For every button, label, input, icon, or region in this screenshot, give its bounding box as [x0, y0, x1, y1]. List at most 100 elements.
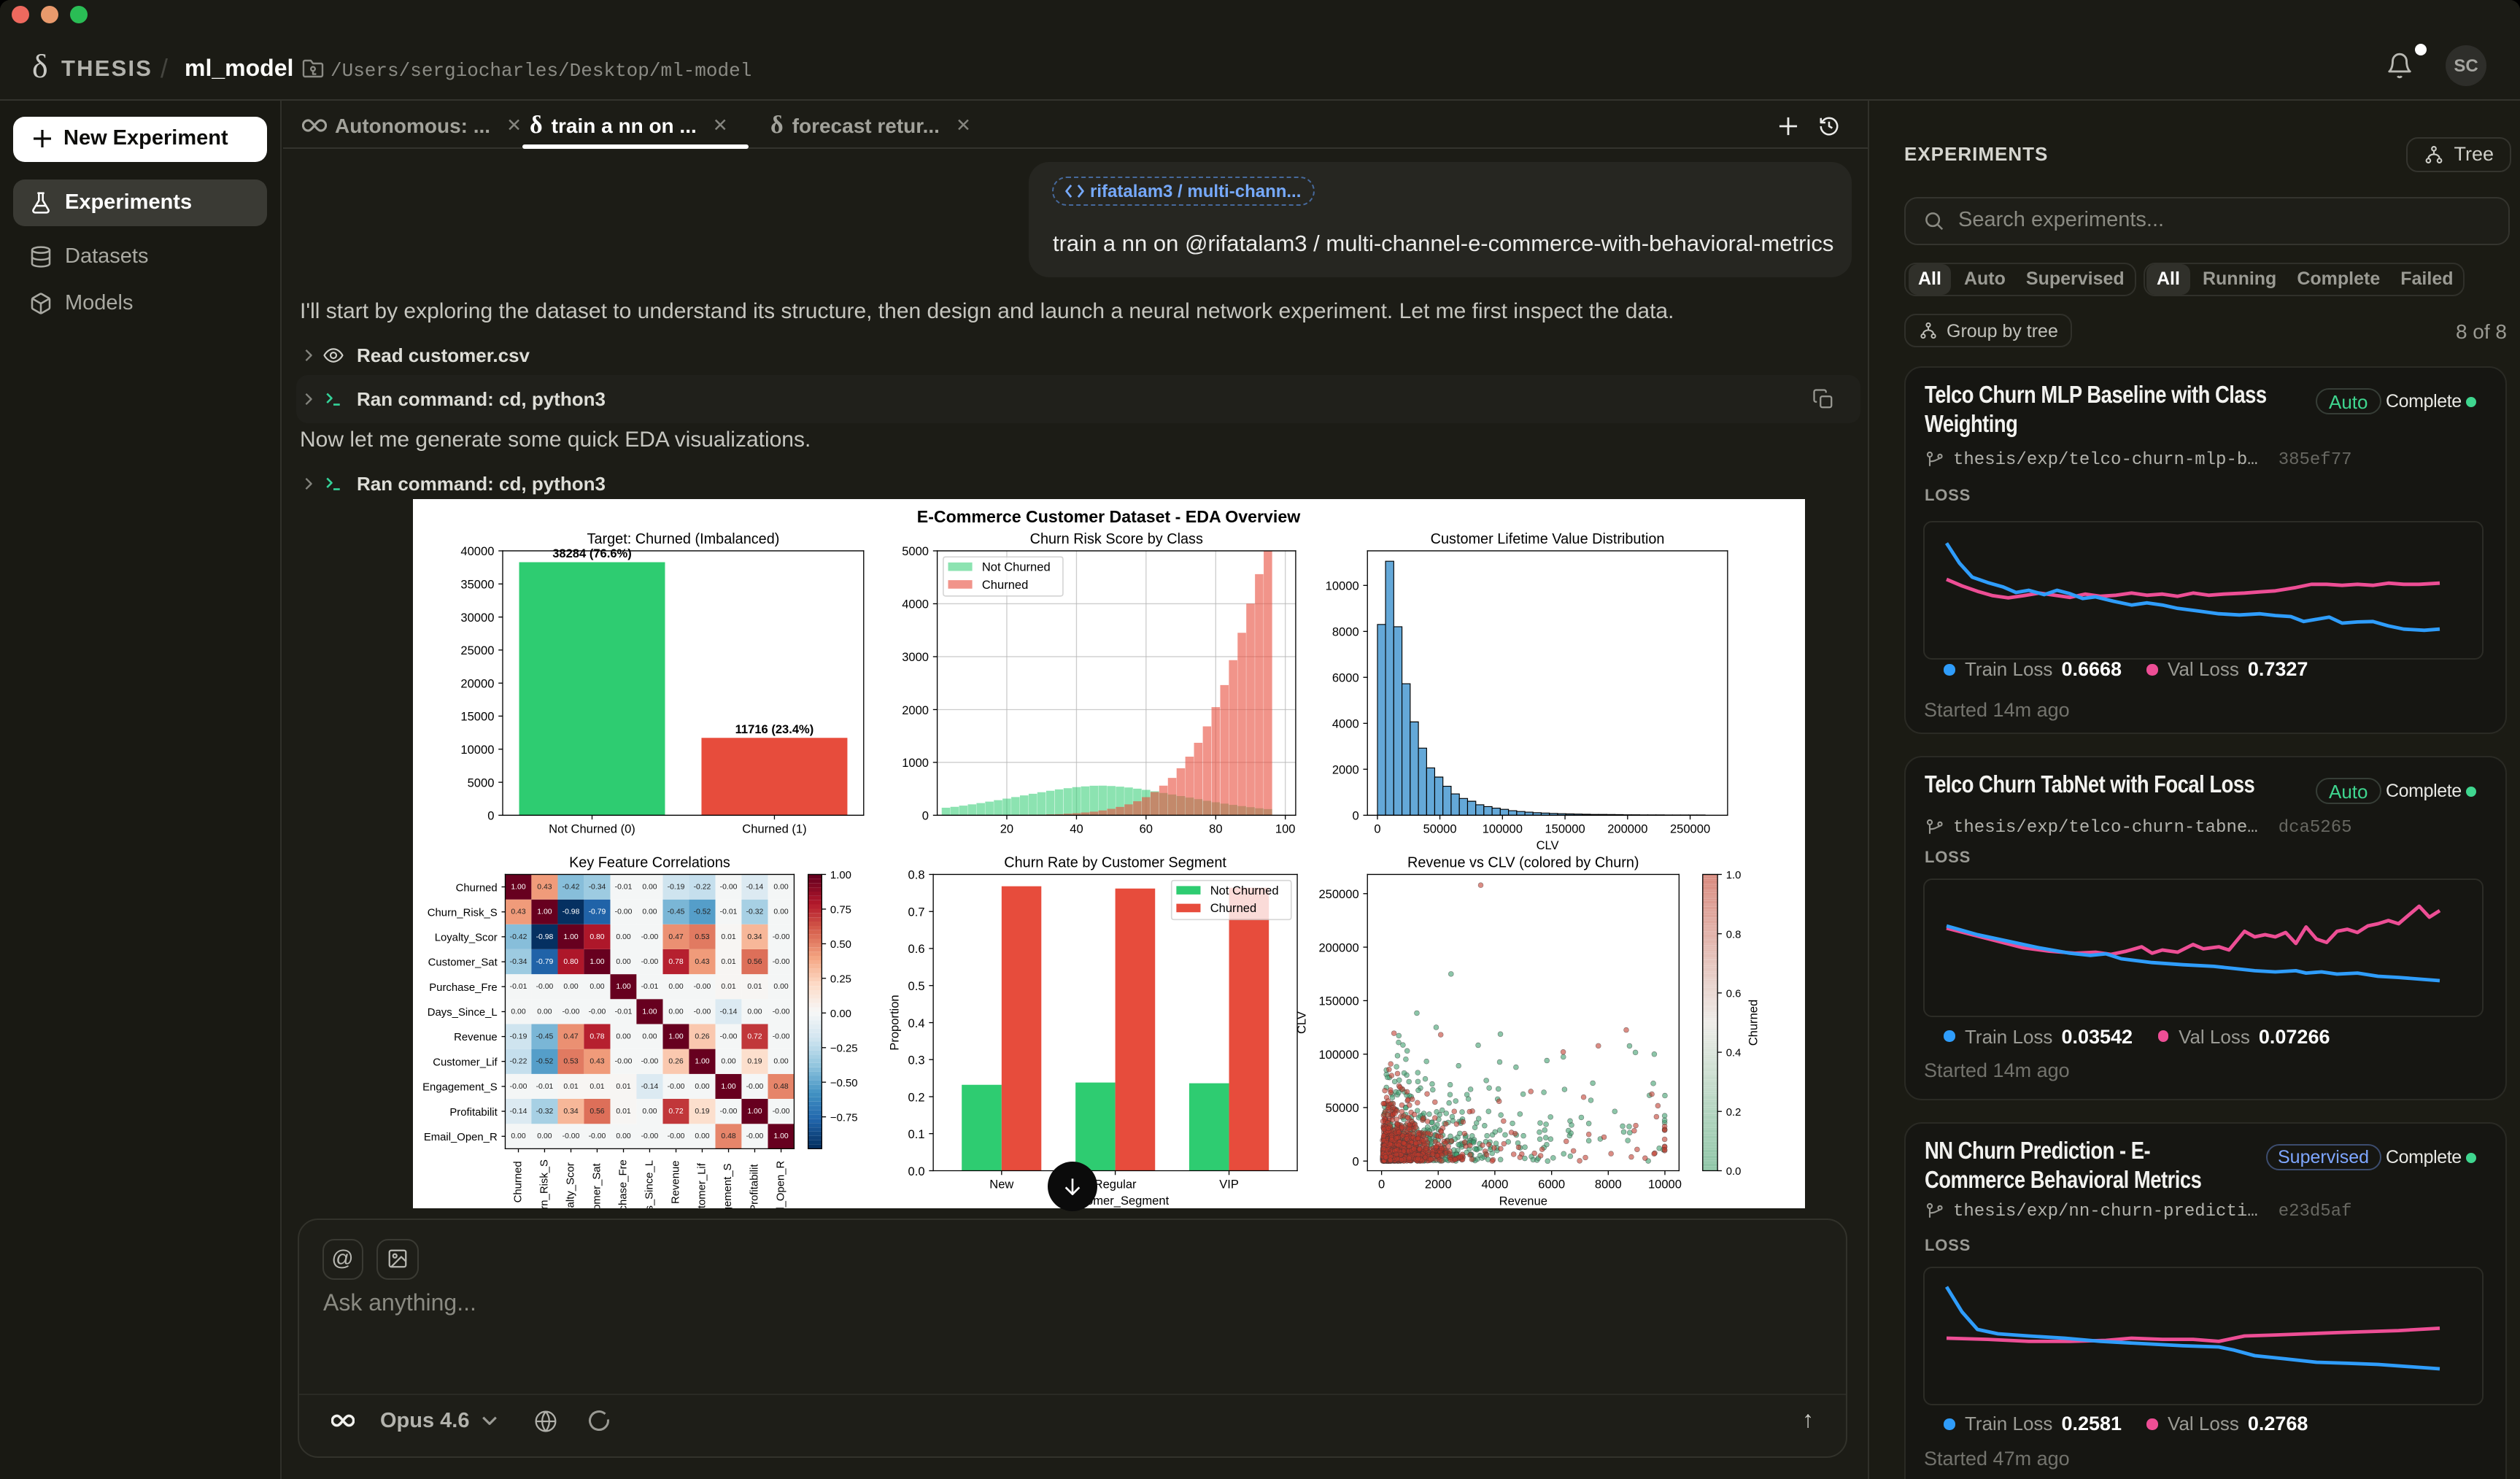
svg-text:8000: 8000 [1332, 625, 1359, 639]
svg-text:50000: 50000 [1326, 1101, 1359, 1115]
svg-text:Email_Open_R: Email_Open_R [775, 1160, 786, 1208]
svg-text:40: 40 [1070, 822, 1083, 835]
svg-text:200000: 200000 [1607, 822, 1647, 835]
svg-text:CLV: CLV [1537, 838, 1559, 852]
svg-text:0.48: 0.48 [773, 1083, 788, 1091]
svg-text:-0.14: -0.14 [746, 883, 764, 891]
svg-text:Not Churned: Not Churned [982, 560, 1051, 574]
svg-text:Regular: Regular [1094, 1178, 1137, 1192]
svg-text:1.00: 1.00 [695, 1058, 709, 1066]
svg-text:6000: 6000 [1332, 671, 1359, 685]
svg-text:0.80: 0.80 [563, 958, 578, 966]
svg-text:-0.01: -0.01 [536, 1083, 554, 1091]
svg-text:-0.01: -0.01 [641, 983, 659, 991]
svg-text:-0.42: -0.42 [510, 933, 527, 941]
svg-text:-0.14: -0.14 [510, 1108, 527, 1116]
svg-text:100000: 100000 [1483, 822, 1523, 835]
svg-text:0.4: 0.4 [1726, 1048, 1742, 1059]
svg-text:0.00: 0.00 [642, 1032, 657, 1040]
svg-text:4000: 4000 [902, 598, 929, 611]
svg-text:0.78: 0.78 [668, 958, 683, 966]
svg-text:25000: 25000 [460, 644, 494, 657]
svg-text:-0.00: -0.00 [668, 1132, 685, 1140]
svg-text:0.01: 0.01 [616, 1108, 630, 1116]
svg-text:-0.00: -0.00 [746, 1083, 764, 1091]
svg-text:Target: Churned (Imbalanced): Target: Churned (Imbalanced) [587, 531, 780, 547]
svg-text:38284 (76.6%): 38284 (76.6%) [552, 547, 632, 560]
svg-text:Churned: Churned [512, 1161, 524, 1202]
svg-text:0: 0 [487, 809, 494, 823]
svg-text:Purchase_Fre: Purchase_Fre [429, 982, 497, 994]
svg-text:0.00: 0.00 [642, 1108, 657, 1116]
svg-text:−0.50: −0.50 [830, 1078, 858, 1089]
svg-text:-0.98: -0.98 [536, 933, 554, 941]
svg-text:0.00: 0.00 [511, 1132, 525, 1140]
svg-text:-0.79: -0.79 [536, 958, 554, 966]
svg-text:1.00: 1.00 [511, 883, 525, 891]
svg-text:−0.25: −0.25 [830, 1043, 858, 1054]
svg-text:0.00: 0.00 [616, 1032, 630, 1040]
svg-text:0: 0 [1352, 809, 1358, 823]
svg-text:0.01: 0.01 [616, 1083, 630, 1091]
svg-text:0.43: 0.43 [511, 908, 525, 916]
svg-text:-0.01: -0.01 [720, 908, 738, 916]
svg-text:0.34: 0.34 [747, 933, 762, 941]
svg-text:-0.00: -0.00 [563, 1132, 580, 1140]
svg-text:Churned: Churned [1210, 901, 1256, 915]
svg-text:Loyalty_Scor: Loyalty_Scor [565, 1162, 576, 1208]
svg-text:10000: 10000 [1326, 579, 1359, 593]
svg-text:0.00: 0.00 [642, 908, 657, 916]
svg-text:Customer_Sat: Customer_Sat [591, 1162, 603, 1208]
svg-text:8000: 8000 [1595, 1178, 1622, 1192]
svg-text:-0.00: -0.00 [589, 1008, 606, 1016]
svg-text:-0.00: -0.00 [773, 1032, 790, 1040]
svg-text:200000: 200000 [1318, 941, 1358, 954]
svg-text:Churn Risk Score by Class: Churn Risk Score by Class [1030, 531, 1203, 547]
svg-text:0.00: 0.00 [537, 1008, 552, 1016]
svg-text:-0.00: -0.00 [668, 1083, 685, 1091]
svg-text:-0.98: -0.98 [563, 908, 580, 916]
svg-text:0.00: 0.00 [747, 1008, 762, 1016]
svg-text:20: 20 [1000, 822, 1013, 835]
svg-text:10000: 10000 [1648, 1178, 1682, 1192]
svg-text:0.43: 0.43 [590, 1058, 604, 1066]
svg-text:-0.19: -0.19 [668, 883, 685, 891]
svg-text:-0.00: -0.00 [720, 883, 738, 891]
svg-text:Churn_Risk_S: Churn_Risk_S [428, 907, 498, 919]
svg-text:0.00: 0.00 [695, 1083, 709, 1091]
svg-text:-0.00: -0.00 [720, 1032, 738, 1040]
svg-text:-0.00: -0.00 [694, 1008, 711, 1016]
svg-text:0.50: 0.50 [830, 939, 851, 951]
svg-text:Engagement_S: Engagement_S [422, 1081, 498, 1093]
svg-text:Key Feature Correlations: Key Feature Correlations [569, 855, 730, 871]
svg-text:Customer_Lif: Customer_Lif [696, 1162, 708, 1208]
svg-text:50000: 50000 [1423, 822, 1457, 835]
svg-text:0.00: 0.00 [773, 908, 788, 916]
svg-text:-0.32: -0.32 [536, 1108, 554, 1116]
svg-text:Engagement_S: Engagement_S [722, 1163, 734, 1208]
svg-text:1.00: 1.00 [830, 870, 851, 881]
svg-text:0.43: 0.43 [537, 883, 552, 891]
svg-text:Loyalty_Scor: Loyalty_Scor [435, 932, 498, 943]
svg-text:0.2: 0.2 [908, 1090, 925, 1104]
svg-text:0.01: 0.01 [590, 1083, 604, 1091]
svg-text:-0.00: -0.00 [641, 933, 659, 941]
svg-text:60: 60 [1140, 822, 1153, 835]
svg-text:-0.00: -0.00 [773, 958, 790, 966]
svg-text:-0.00: -0.00 [641, 958, 659, 966]
svg-text:Days_Since_L: Days_Since_L [428, 1007, 498, 1019]
svg-text:1.00: 1.00 [563, 933, 578, 941]
svg-text:250000: 250000 [1318, 887, 1358, 901]
svg-text:0.34: 0.34 [563, 1108, 578, 1116]
svg-text:0.00: 0.00 [668, 983, 683, 991]
svg-text:2000: 2000 [902, 703, 929, 717]
svg-text:Not Churned: Not Churned [1210, 884, 1279, 897]
svg-text:0.19: 0.19 [747, 1058, 762, 1066]
svg-text:0.4: 0.4 [908, 1016, 925, 1030]
svg-text:0.00: 0.00 [616, 933, 630, 941]
svg-text:0.0: 0.0 [1726, 1166, 1742, 1178]
svg-text:Profitabilit: Profitabilit [749, 1164, 761, 1208]
svg-text:35000: 35000 [460, 578, 494, 592]
svg-text:Customer_Lif: Customer_Lif [433, 1057, 498, 1068]
svg-text:1.00: 1.00 [616, 983, 630, 991]
